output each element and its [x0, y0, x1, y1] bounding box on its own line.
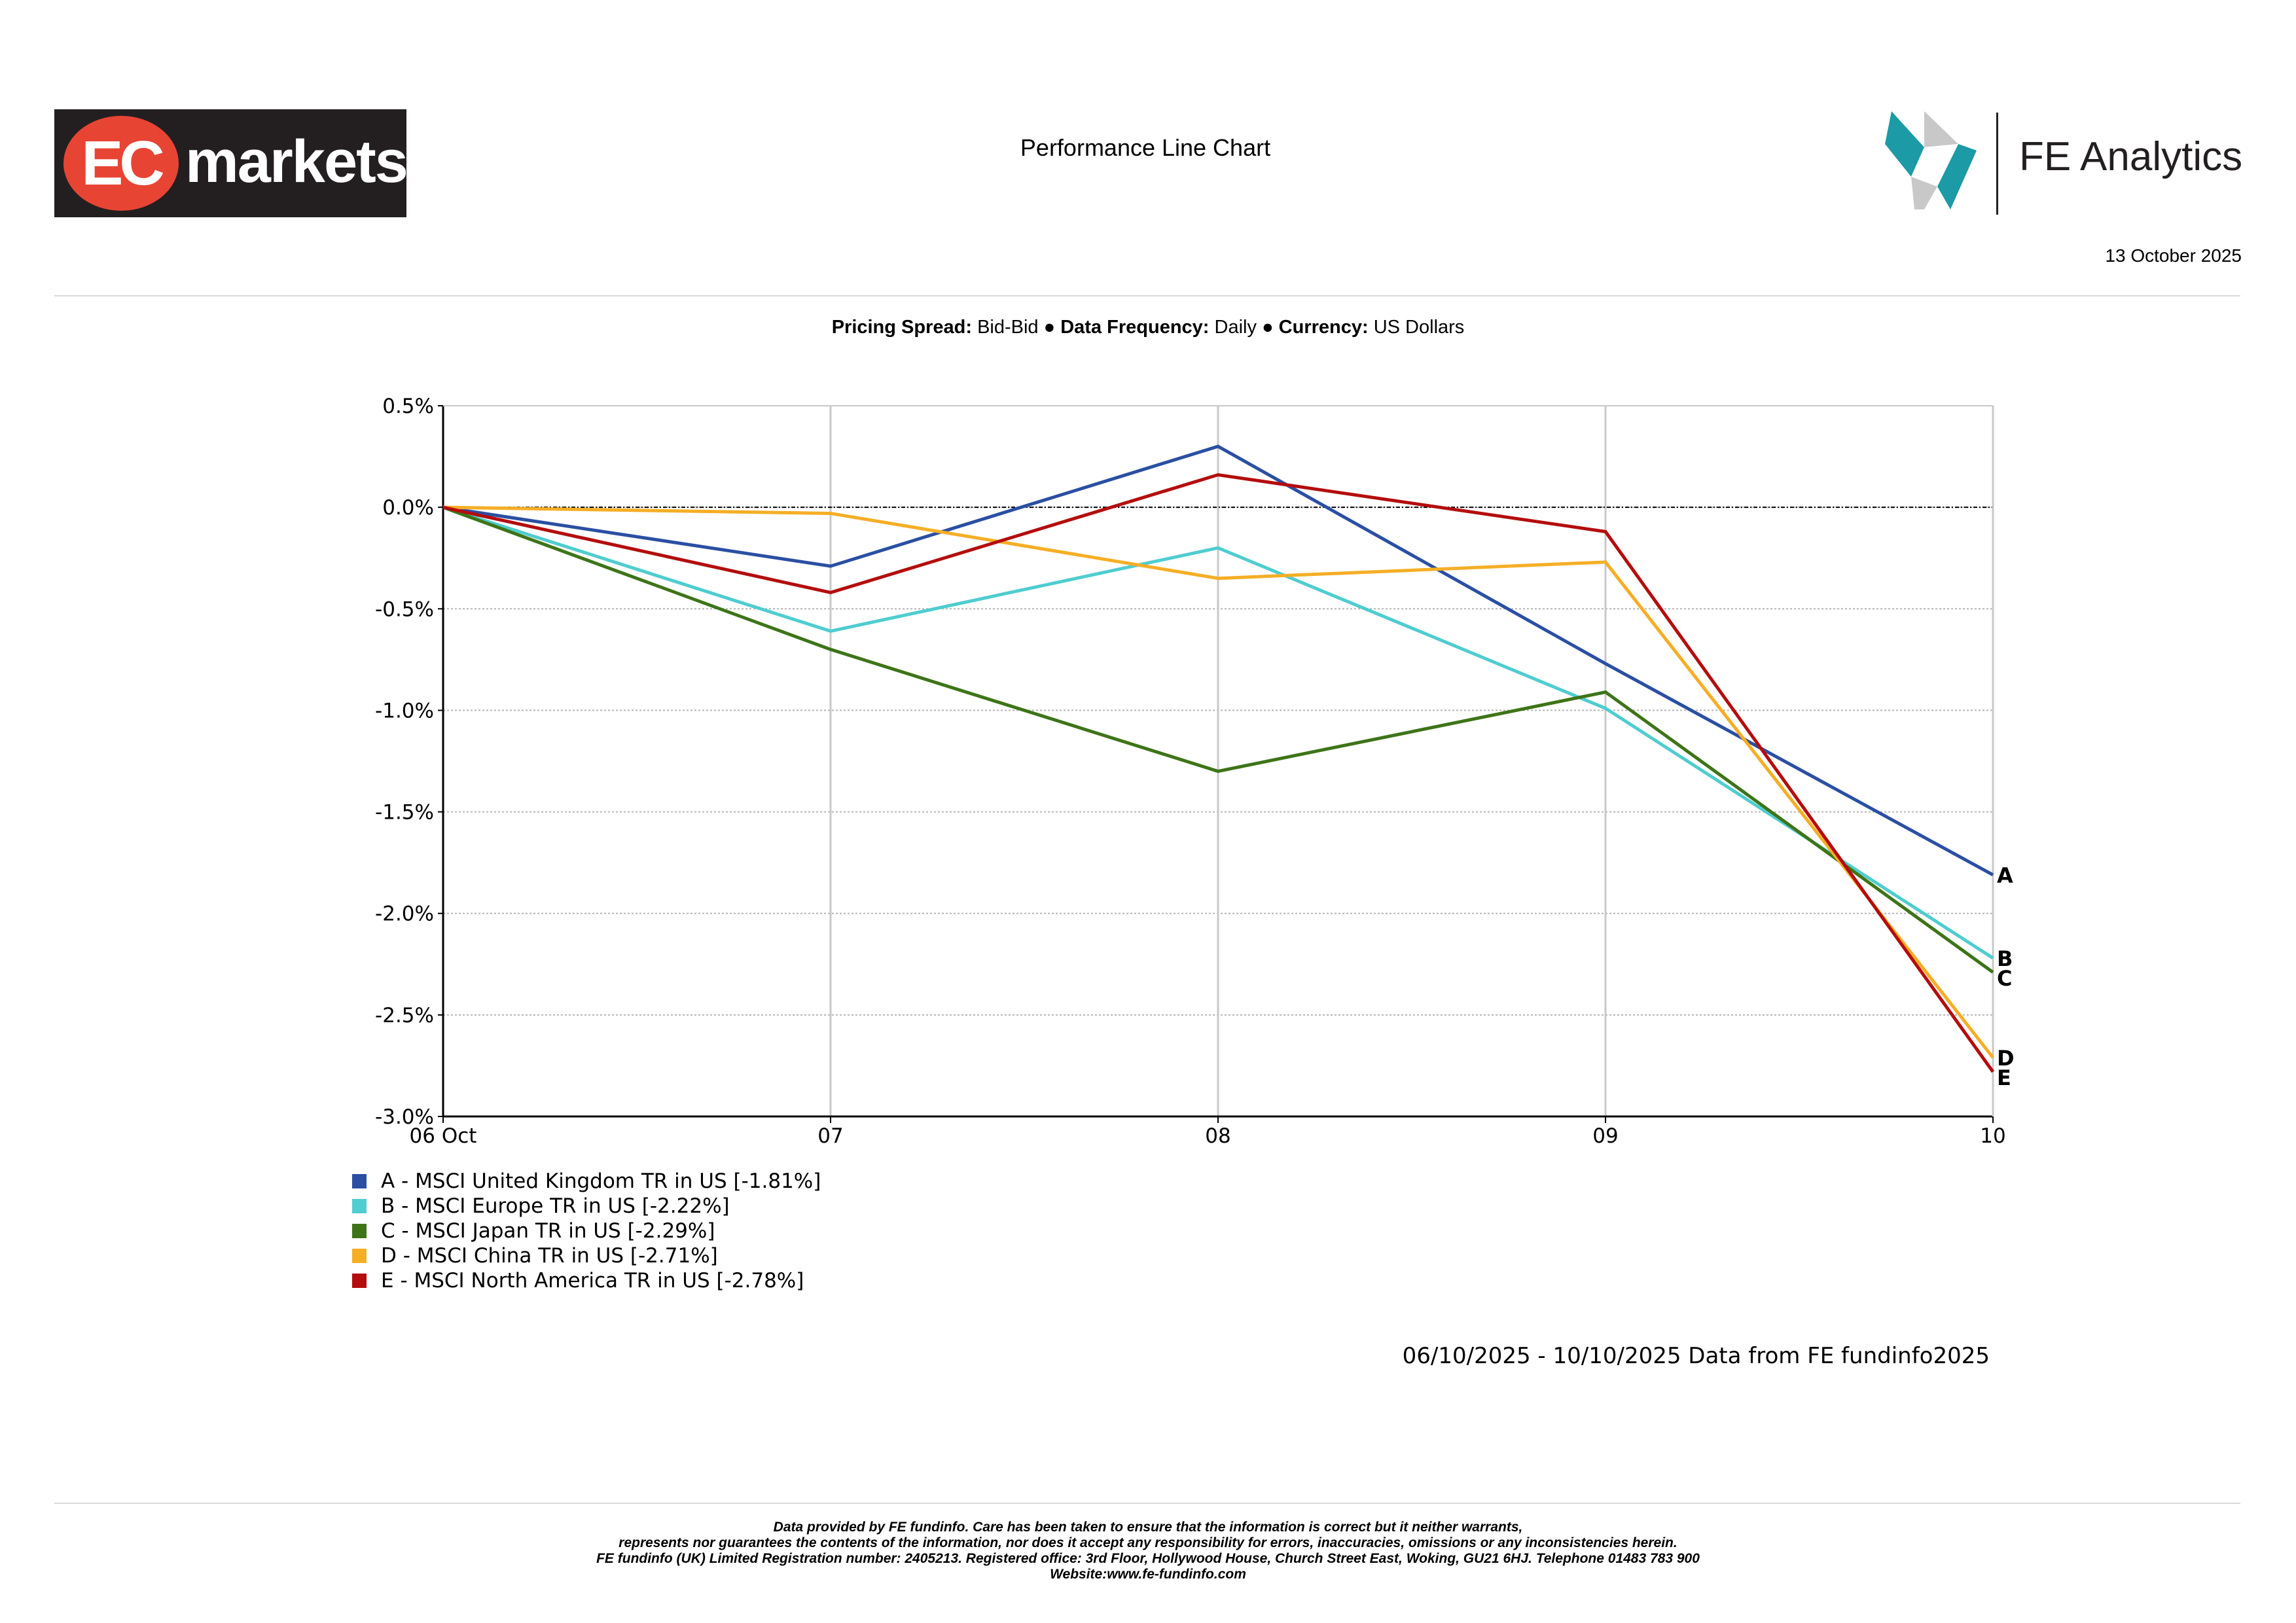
ec-logo-badge: EC — [63, 116, 179, 211]
pricing-label: Pricing Spread: — [831, 317, 973, 338]
y-tick-label: -3.0% — [375, 1105, 434, 1129]
legend-swatch — [352, 1249, 367, 1263]
legend-label: B - MSCI Europe TR in US [-2.22%] — [381, 1194, 730, 1218]
y-tick-label: -1.5% — [375, 801, 434, 825]
series-end-label-b: B — [1997, 946, 2013, 971]
report-title: Performance Line Chart — [1020, 134, 1271, 161]
legend-swatch — [352, 1274, 367, 1288]
legend-item: A - MSCI United Kingdom TR in US [-1.81%… — [352, 1169, 821, 1194]
legend-label: D - MSCI China TR in US [-2.71%] — [381, 1244, 718, 1268]
y-tick-label: -1.0% — [375, 699, 434, 722]
legend-swatch — [352, 1174, 367, 1188]
legend-label: C - MSCI Japan TR in US [-2.29%] — [381, 1219, 715, 1243]
x-tick-label: 08 — [1205, 1124, 1230, 1148]
legend-swatch — [352, 1199, 367, 1213]
currency-label: Currency: — [1278, 317, 1369, 338]
x-tick-label: 07 — [817, 1124, 843, 1148]
legend-item: B - MSCI Europe TR in US [-2.22%] — [352, 1194, 821, 1219]
legend-label: E - MSCI North America TR in US [-2.78%] — [381, 1269, 804, 1293]
frequency-label: Data Frequency: — [1060, 317, 1210, 338]
fe-logo-wordmark: FE Analytics — [2019, 134, 2243, 179]
x-tick-label: 09 — [1592, 1124, 1618, 1148]
disclaimer-line: Data provided by FE fundinfo. Care has b… — [773, 1520, 1523, 1535]
date-range-source: 06/10/2025 - 10/10/2025 Data from FE fun… — [1402, 1343, 1990, 1369]
footer-divider — [54, 1503, 2240, 1504]
x-tick-label: 10 — [1980, 1124, 2005, 1148]
ec-logo-wordmark: markets — [185, 128, 408, 195]
legend-item: D - MSCI China TR in US [-2.71%] — [352, 1243, 821, 1268]
y-tick-label: 0.0% — [382, 496, 434, 520]
separator-dot: ● — [1262, 317, 1274, 338]
disclaimer: Data provided by FE fundinfo. Care has b… — [0, 1520, 2296, 1582]
legend-swatch — [352, 1224, 367, 1238]
ec-markets-logo: EC markets — [54, 109, 408, 217]
chart-legend: A - MSCI United Kingdom TR in US [-1.81%… — [352, 1169, 821, 1293]
series-end-label-a: A — [1997, 863, 2013, 888]
legend-item: E - MSCI North America TR in US [-2.78%] — [352, 1268, 821, 1293]
series-end-label-e: E — [1997, 1065, 2011, 1090]
frequency-value: Daily — [1214, 317, 1257, 338]
disclaimer-line: FE fundinfo (UK) Limited Registration nu… — [596, 1551, 1700, 1566]
chart-settings-line: Pricing Spread: Bid-Bid ● Data Frequency… — [0, 317, 2296, 338]
pricing-value: Bid-Bid — [977, 317, 1039, 338]
y-tick-label: -2.0% — [375, 902, 434, 926]
currency-value: US Dollars — [1373, 317, 1465, 338]
fe-logo-mark-icon — [1885, 111, 1977, 209]
series-end-label-d: D — [1997, 1046, 2015, 1071]
fe-analytics-logo: FE Analytics — [1885, 111, 2242, 216]
disclaimer-website: Website:www.fe-fundinfo.com — [1050, 1567, 1246, 1582]
report-date: 13 October 2025 — [2105, 245, 2242, 266]
series-end-label-c: C — [1997, 966, 2012, 991]
separator-dot: ● — [1043, 317, 1056, 338]
y-tick-label: -0.5% — [375, 597, 434, 621]
x-tick-label: 06 Oct — [410, 1124, 477, 1148]
performance-line-chart: 0.5% 0.0% -0.5% -1.0% -1.5% -2.0% -2.5% -3.0%06… — [375, 395, 2015, 1148]
y-tick-label: -2.5% — [375, 1004, 434, 1027]
disclaimer-line: represents nor guarantees the contents o… — [619, 1535, 1677, 1550]
fe-logo-divider — [1996, 113, 1998, 215]
legend-label: A - MSCI United Kingdom TR in US [-1.81%… — [381, 1169, 821, 1193]
header-divider — [54, 295, 2240, 296]
y-tick-label: 0.5% — [382, 395, 434, 418]
legend-item: C - MSCI Japan TR in US [-2.29%] — [352, 1219, 821, 1243]
